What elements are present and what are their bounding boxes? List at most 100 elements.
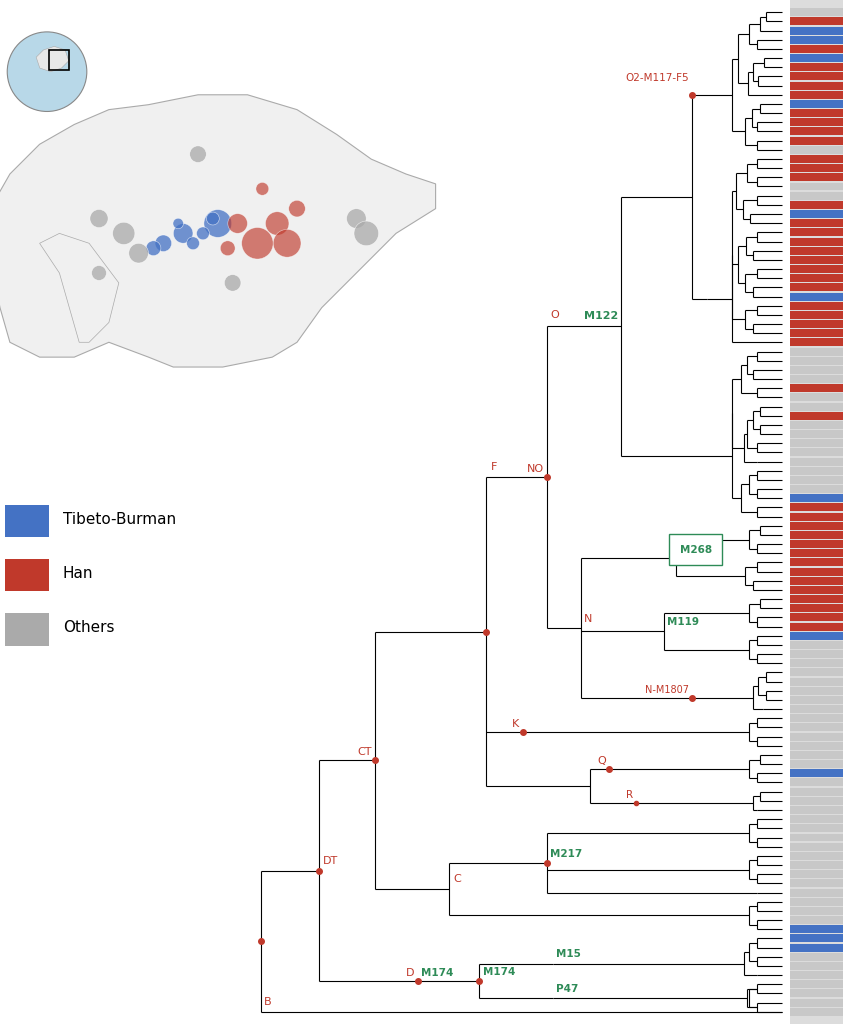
Text: C: C xyxy=(454,873,462,884)
Text: D: D xyxy=(406,968,415,978)
Text: Tibeto-Burman: Tibeto-Burman xyxy=(63,512,176,527)
Bar xyxy=(790,100,843,108)
Bar xyxy=(790,439,843,447)
Bar xyxy=(790,650,843,658)
Circle shape xyxy=(186,237,199,250)
Bar xyxy=(790,293,843,300)
Bar xyxy=(790,17,843,26)
Bar xyxy=(790,678,843,686)
Bar xyxy=(790,760,843,768)
Bar xyxy=(790,45,843,53)
Bar xyxy=(790,623,843,631)
Text: M122: M122 xyxy=(584,311,618,322)
Bar xyxy=(5,559,50,592)
Bar xyxy=(790,0,843,1024)
Bar xyxy=(790,696,843,703)
Bar xyxy=(790,136,843,144)
Bar xyxy=(790,384,843,392)
Bar xyxy=(790,467,843,475)
Bar xyxy=(790,549,843,557)
Bar xyxy=(790,449,843,457)
Bar xyxy=(790,54,843,62)
Circle shape xyxy=(242,227,273,259)
Bar xyxy=(790,219,843,227)
Circle shape xyxy=(174,223,193,244)
Bar xyxy=(790,284,843,292)
Bar xyxy=(790,934,843,942)
Circle shape xyxy=(113,222,135,245)
Bar xyxy=(790,375,843,383)
Circle shape xyxy=(173,218,184,228)
Text: M217: M217 xyxy=(551,849,582,858)
Bar xyxy=(790,274,843,283)
Bar xyxy=(790,430,843,438)
Bar xyxy=(790,980,843,988)
Bar xyxy=(790,402,843,411)
Bar xyxy=(790,595,843,603)
Circle shape xyxy=(190,145,206,163)
Bar xyxy=(790,834,843,842)
Bar xyxy=(790,145,843,154)
Circle shape xyxy=(129,244,149,263)
Bar xyxy=(790,238,843,246)
Bar xyxy=(790,182,843,190)
Bar xyxy=(790,907,843,914)
Text: M268: M268 xyxy=(680,545,711,555)
Circle shape xyxy=(203,210,232,238)
Bar xyxy=(790,916,843,924)
Circle shape xyxy=(227,214,247,233)
Circle shape xyxy=(91,265,106,281)
Bar xyxy=(790,302,843,309)
Text: M174: M174 xyxy=(421,968,453,978)
Bar xyxy=(790,247,843,255)
Bar xyxy=(790,898,843,905)
Bar xyxy=(790,338,843,346)
Text: K: K xyxy=(512,719,520,729)
Bar xyxy=(790,210,843,218)
Bar xyxy=(790,741,843,750)
Bar xyxy=(790,715,843,722)
Text: O: O xyxy=(551,310,559,321)
Bar xyxy=(790,513,843,520)
Bar xyxy=(790,806,843,814)
Bar xyxy=(790,669,843,677)
Bar xyxy=(790,321,843,328)
Bar xyxy=(790,164,843,172)
Text: Q: Q xyxy=(597,756,605,766)
Bar xyxy=(790,127,843,135)
Bar xyxy=(790,504,843,511)
Bar xyxy=(790,815,843,823)
Bar xyxy=(49,50,68,70)
Bar xyxy=(790,476,843,484)
Polygon shape xyxy=(36,46,68,72)
Bar xyxy=(790,36,843,44)
Text: P47: P47 xyxy=(557,984,579,994)
Bar xyxy=(790,861,843,869)
Bar xyxy=(790,27,843,35)
Text: M15: M15 xyxy=(557,949,581,959)
Bar xyxy=(790,769,843,777)
Text: M174: M174 xyxy=(482,967,515,977)
Bar xyxy=(790,91,843,98)
Bar xyxy=(790,119,843,126)
Bar xyxy=(790,706,843,713)
Bar xyxy=(790,797,843,805)
Bar xyxy=(790,952,843,961)
Polygon shape xyxy=(39,233,119,342)
Bar xyxy=(790,778,843,786)
Bar xyxy=(5,612,50,645)
Bar xyxy=(790,522,843,529)
Text: M119: M119 xyxy=(667,617,699,627)
Circle shape xyxy=(289,201,305,217)
Bar xyxy=(790,73,843,81)
Bar xyxy=(790,989,843,997)
Text: R: R xyxy=(626,791,634,800)
Bar xyxy=(790,724,843,731)
Bar xyxy=(790,787,843,796)
Circle shape xyxy=(155,234,172,252)
Bar xyxy=(790,63,843,72)
Bar xyxy=(790,824,843,833)
Text: B: B xyxy=(264,996,272,1007)
Bar xyxy=(790,485,843,494)
Bar xyxy=(790,558,843,566)
